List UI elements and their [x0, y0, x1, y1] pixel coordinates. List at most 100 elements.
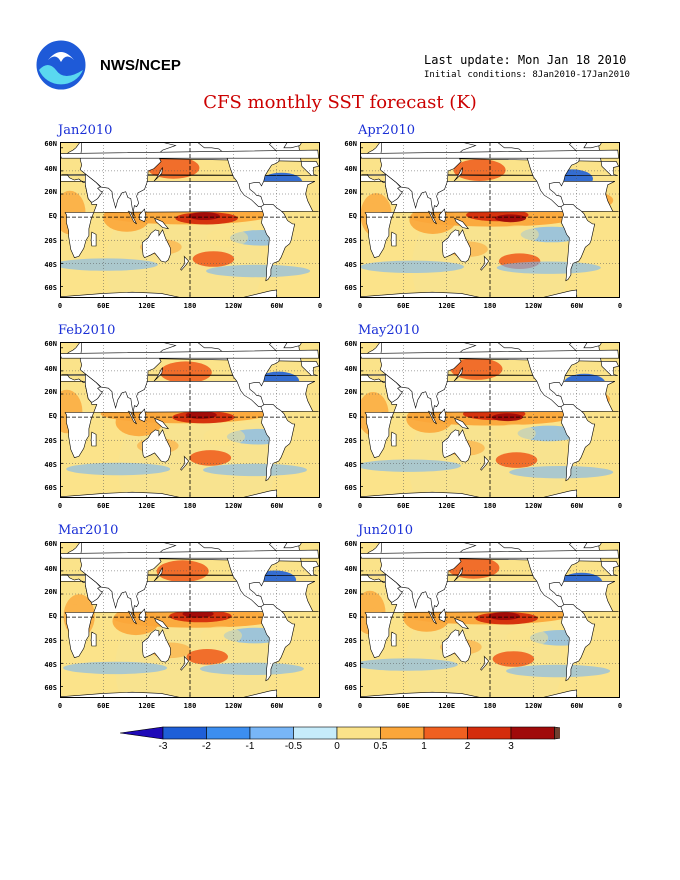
sst-map	[60, 542, 320, 698]
lat-tick-label: EQ	[348, 612, 357, 621]
land	[560, 604, 596, 682]
land	[153, 567, 163, 582]
panel-title: Mar2010	[58, 523, 119, 538]
colorbar-tick-label: -1	[245, 741, 255, 752]
lon-tick-label: 60E	[97, 502, 110, 510]
lat-tick-label: 20S	[344, 237, 357, 246]
land	[153, 167, 163, 182]
lon-tick-label: 120E	[138, 702, 156, 710]
land	[60, 149, 319, 159]
lon-tick-label: 120W	[224, 702, 242, 710]
colorbar-tick-label: 0	[334, 741, 340, 752]
lon-tick-label: 60E	[397, 302, 410, 310]
land	[360, 349, 619, 359]
lon-tick-label: 0	[57, 702, 63, 710]
lon-tick-label: 60W	[570, 702, 583, 710]
lon-tick-label: 0	[357, 502, 363, 510]
lon-tick-label: 120E	[138, 302, 156, 310]
sst-anomaly-patch	[494, 424, 536, 443]
sst-anomaly-patch	[66, 462, 171, 476]
lon-tick-label: 0	[317, 302, 323, 310]
colorbar-segment	[467, 726, 512, 740]
lon-tick-label: 120W	[524, 502, 542, 510]
lat-tick-label: 40S	[44, 461, 57, 470]
land	[60, 489, 279, 498]
panel-title: Feb2010	[58, 323, 116, 338]
land	[60, 289, 279, 298]
colorbar-low-arrow	[120, 726, 164, 740]
sst-anomaly-patch	[189, 450, 232, 466]
sst-map	[360, 142, 620, 298]
lon-tick-label: 120W	[524, 702, 542, 710]
colorbar-segment	[336, 726, 381, 740]
colorbar-segment	[293, 726, 338, 740]
sst-map	[360, 342, 620, 498]
lon-tick-label: 0	[617, 302, 623, 310]
land	[480, 655, 489, 671]
sst-anomaly-patch	[192, 251, 235, 267]
colorbar-tick-label: 0.5	[373, 741, 388, 752]
sst-map	[60, 142, 320, 298]
land	[453, 367, 463, 382]
land	[60, 542, 320, 658]
land	[480, 255, 489, 271]
sst-anomaly-patch	[495, 452, 538, 468]
land	[180, 655, 189, 671]
panel-title: Apr2010	[358, 123, 416, 138]
lat-tick-label: 60N	[44, 539, 57, 548]
land	[390, 431, 397, 447]
land	[60, 342, 320, 458]
panel-title: May2010	[358, 323, 420, 338]
colorbar-segment	[162, 726, 207, 740]
lat-tick-label: 40N	[344, 564, 357, 573]
lon-tick-label: 60W	[270, 302, 283, 310]
lat-tick-label: 40S	[344, 461, 357, 470]
lat-tick-label: 20S	[44, 437, 57, 446]
colorbar-segment	[380, 726, 425, 740]
colorbar	[120, 726, 560, 740]
lon-tick-label: 180	[483, 302, 497, 310]
lon-tick-label: 180	[183, 302, 197, 310]
land	[60, 142, 320, 258]
sst-anomaly-patch	[506, 628, 549, 648]
land	[454, 217, 470, 230]
lon-tick-label: 120E	[138, 502, 156, 510]
land	[60, 349, 319, 359]
sst-anomaly-patch	[360, 658, 458, 671]
lon-tick-label: 0	[357, 302, 363, 310]
lon-tick-label: 0	[57, 302, 63, 310]
sst-map	[60, 342, 320, 498]
lat-tick-label: EQ	[348, 212, 357, 221]
lat-tick-label: 20S	[344, 437, 357, 446]
land	[127, 210, 137, 225]
lat-tick-label: 40S	[44, 261, 57, 270]
lon-tick-label: 120E	[438, 702, 456, 710]
land	[180, 455, 189, 471]
land	[260, 604, 296, 682]
land	[360, 149, 619, 159]
land	[154, 217, 170, 230]
land	[79, 542, 177, 617]
colorbar-high-arrow	[554, 726, 560, 740]
sst-anomaly-patch	[206, 264, 311, 278]
lat-tick-label: 40N	[44, 164, 57, 173]
colorbar-segment	[249, 726, 294, 740]
land	[360, 489, 579, 498]
initial-conditions-text: Initial conditions: 8Jan2010-17Jan2010	[424, 70, 630, 80]
sst-anomaly-patch	[115, 408, 163, 437]
agency-label: NWS/NCEP	[100, 57, 181, 74]
land	[439, 408, 447, 423]
lat-tick-label: 60S	[44, 684, 57, 693]
sst-anomaly-patch	[188, 212, 220, 220]
lon-tick-label: 0	[357, 702, 363, 710]
lon-tick-label: 0	[617, 502, 623, 510]
land	[560, 404, 596, 482]
land	[60, 549, 319, 559]
sst-anomaly-patch	[494, 214, 527, 223]
panel-title: Jan2010	[58, 123, 113, 138]
land	[360, 342, 620, 458]
land	[439, 208, 447, 223]
lat-tick-label: 40S	[44, 661, 57, 670]
lat-tick-label: 20N	[44, 588, 57, 596]
lon-tick-label: 120W	[524, 302, 542, 310]
